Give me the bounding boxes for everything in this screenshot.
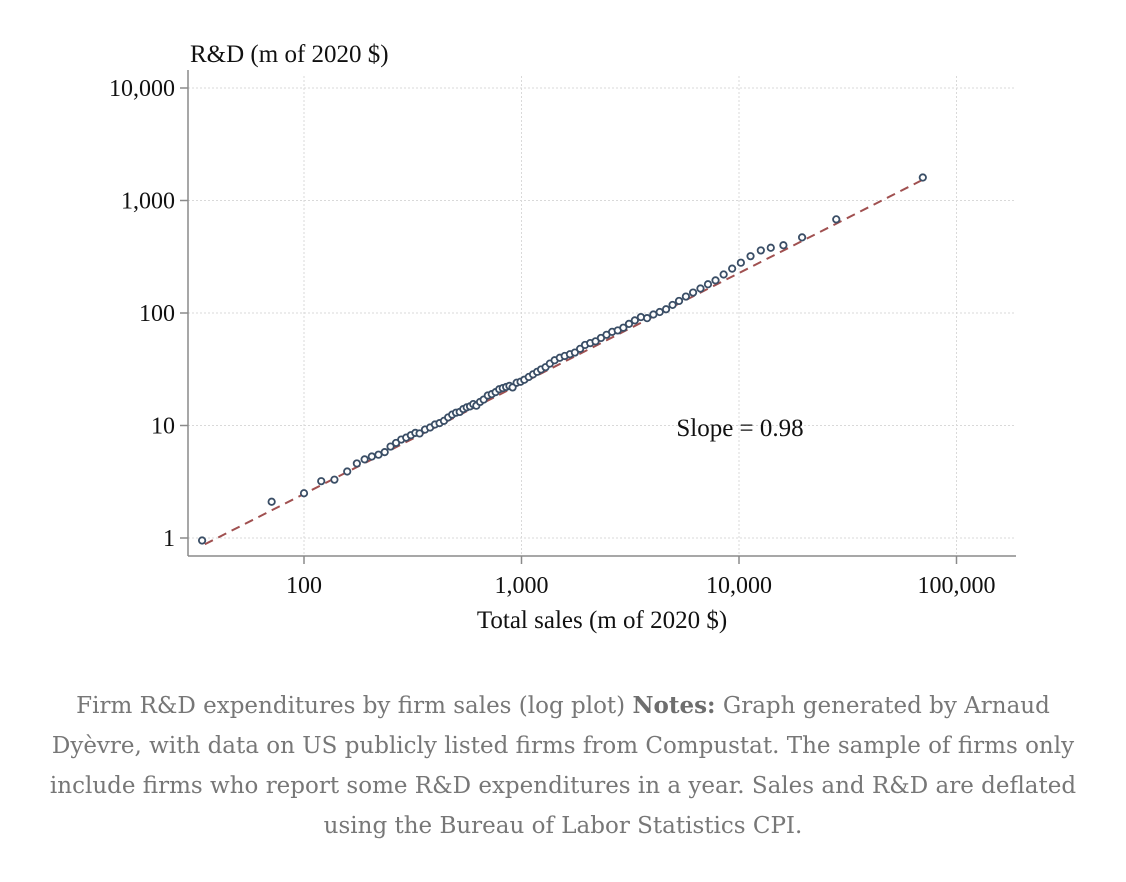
y-tick-label: 10 bbox=[151, 414, 175, 440]
data-point bbox=[380, 448, 389, 457]
caption-notes-text: Graph generated by Arnaud Dyèvre, with d… bbox=[49, 693, 1077, 839]
data-point bbox=[756, 246, 765, 255]
y-axis-label: R&D (m of 2020 $) bbox=[190, 41, 389, 68]
data-point bbox=[570, 348, 579, 357]
data-point bbox=[674, 296, 684, 306]
x-tick-label: 10,000 bbox=[706, 573, 772, 599]
data-point bbox=[681, 292, 691, 301]
data-point bbox=[688, 288, 698, 297]
data-point bbox=[624, 319, 634, 329]
data-point bbox=[352, 459, 361, 468]
data-point bbox=[655, 307, 664, 317]
data-points bbox=[197, 173, 927, 545]
data-point bbox=[766, 243, 775, 252]
data-point bbox=[415, 429, 424, 438]
y-tick-label: 100 bbox=[139, 301, 175, 327]
caption-notes-label: Notes: bbox=[632, 692, 716, 719]
data-point bbox=[719, 270, 728, 279]
axes bbox=[180, 70, 1016, 564]
x-tick-label: 100,000 bbox=[918, 573, 996, 599]
data-point bbox=[661, 305, 671, 314]
data-point bbox=[299, 489, 309, 498]
x-tick-label: 100 bbox=[286, 573, 322, 599]
scatter-chart: 100 1,000 10,000 100,000 1 10 100 1,000 10,000 R… bbox=[109, 41, 1016, 634]
data-point bbox=[696, 284, 705, 293]
data-point bbox=[832, 215, 841, 224]
data-point bbox=[367, 452, 376, 461]
fit-line bbox=[204, 178, 924, 546]
data-point bbox=[736, 258, 745, 267]
data-point bbox=[668, 300, 677, 310]
y-tick-label: 10,000 bbox=[109, 76, 175, 102]
data-point bbox=[386, 442, 395, 451]
data-point bbox=[630, 316, 639, 325]
data-point bbox=[746, 252, 755, 261]
data-point bbox=[643, 314, 652, 323]
slope-annotation: Slope = 0.98 bbox=[676, 415, 803, 442]
y-tick-label: 1,000 bbox=[121, 189, 175, 215]
data-point bbox=[197, 536, 207, 545]
data-point bbox=[317, 477, 326, 486]
tick-labels: 100 1,000 10,000 100,000 1 10 100 1,000 10,000 bbox=[109, 76, 996, 599]
data-point bbox=[619, 323, 628, 332]
data-point bbox=[267, 497, 276, 506]
data-point bbox=[728, 264, 737, 273]
x-tick-label: 1,000 bbox=[495, 573, 549, 599]
caption-title: Firm R&D expenditures by firm sales (log… bbox=[76, 693, 626, 719]
data-point bbox=[343, 467, 352, 476]
fit-line-layer bbox=[204, 178, 924, 546]
grid-lines bbox=[188, 76, 1016, 556]
data-point bbox=[797, 233, 807, 242]
figure-caption: Firm R&D expenditures by firm sales (log… bbox=[40, 686, 1086, 846]
data-point bbox=[360, 455, 369, 464]
data-point bbox=[779, 241, 788, 250]
y-tick-label: 1 bbox=[163, 526, 175, 552]
data-point bbox=[330, 475, 339, 484]
data-point bbox=[703, 280, 713, 289]
data-point bbox=[711, 276, 720, 285]
data-point bbox=[918, 173, 927, 182]
x-axis-label: Total sales (m of 2020 $) bbox=[477, 607, 727, 634]
